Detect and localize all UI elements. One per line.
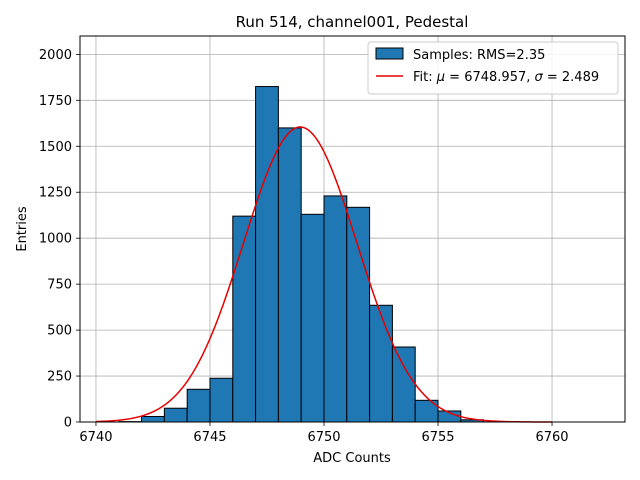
legend-label-samples: Samples: RMS=2.35 xyxy=(413,48,545,63)
y-tick-label: 2000 xyxy=(39,48,72,63)
histogram-bar xyxy=(209,377,234,423)
x-tick-label: 6760 xyxy=(535,430,568,445)
legend: Samples: RMS=2.35 Fit: μ = 6748.957, σ =… xyxy=(367,41,619,95)
y-tick-label: 1250 xyxy=(39,186,72,201)
x-axis-ticks: 6740 6745 6750 6755 6760 xyxy=(79,422,569,445)
y-tick-label: 250 xyxy=(47,370,72,385)
histogram-bar xyxy=(369,304,393,423)
histogram-bar xyxy=(346,206,371,423)
legend-fit-sigma-value: = 2.489 xyxy=(543,70,599,85)
y-axis-label: Entries xyxy=(15,206,30,252)
y-tick-label: 750 xyxy=(47,278,72,293)
x-tick-label: 6740 xyxy=(79,430,112,445)
fit-curve xyxy=(95,126,553,423)
x-tick-label: 6755 xyxy=(421,430,454,445)
y-tick-label: 1000 xyxy=(39,232,72,247)
legend-fit-prefix: Fit: xyxy=(413,70,437,85)
legend-box xyxy=(367,41,619,95)
histogram-bar xyxy=(277,127,302,423)
histogram-bar xyxy=(141,415,165,423)
legend-fit-sigma-symbol: σ xyxy=(535,70,544,85)
x-axis-label: ADC Counts xyxy=(313,451,391,466)
legend-label-fit: Fit: μ = 6748.957, σ = 2.489 xyxy=(413,70,599,85)
x-tick-label: 6745 xyxy=(193,430,226,445)
histogram-bar xyxy=(163,407,188,423)
histogram-bars xyxy=(118,86,485,423)
histogram-bar xyxy=(255,86,279,423)
histogram-bar xyxy=(300,213,325,423)
legend-swatch-samples xyxy=(375,47,404,60)
histogram-bar xyxy=(186,388,211,423)
plot-frame xyxy=(79,35,626,423)
histogram-bar xyxy=(232,215,257,423)
legend-fit-mu-value: = 6748.957, xyxy=(445,70,534,85)
histogram-bar xyxy=(391,346,416,423)
x-tick-label: 6750 xyxy=(307,430,340,445)
y-tick-label: 500 xyxy=(47,324,72,339)
y-tick-label: 1750 xyxy=(39,94,72,109)
y-tick-label: 0 xyxy=(64,416,72,431)
legend-fit-mu-symbol: μ xyxy=(436,70,445,85)
y-axis-ticks: 0 250 500 750 1000 1250 1500 1750 2000 xyxy=(39,48,80,431)
histogram-bar xyxy=(323,195,348,423)
chart-title: Run 514, channel001, Pedestal xyxy=(236,13,469,31)
y-tick-label: 1500 xyxy=(39,140,72,155)
